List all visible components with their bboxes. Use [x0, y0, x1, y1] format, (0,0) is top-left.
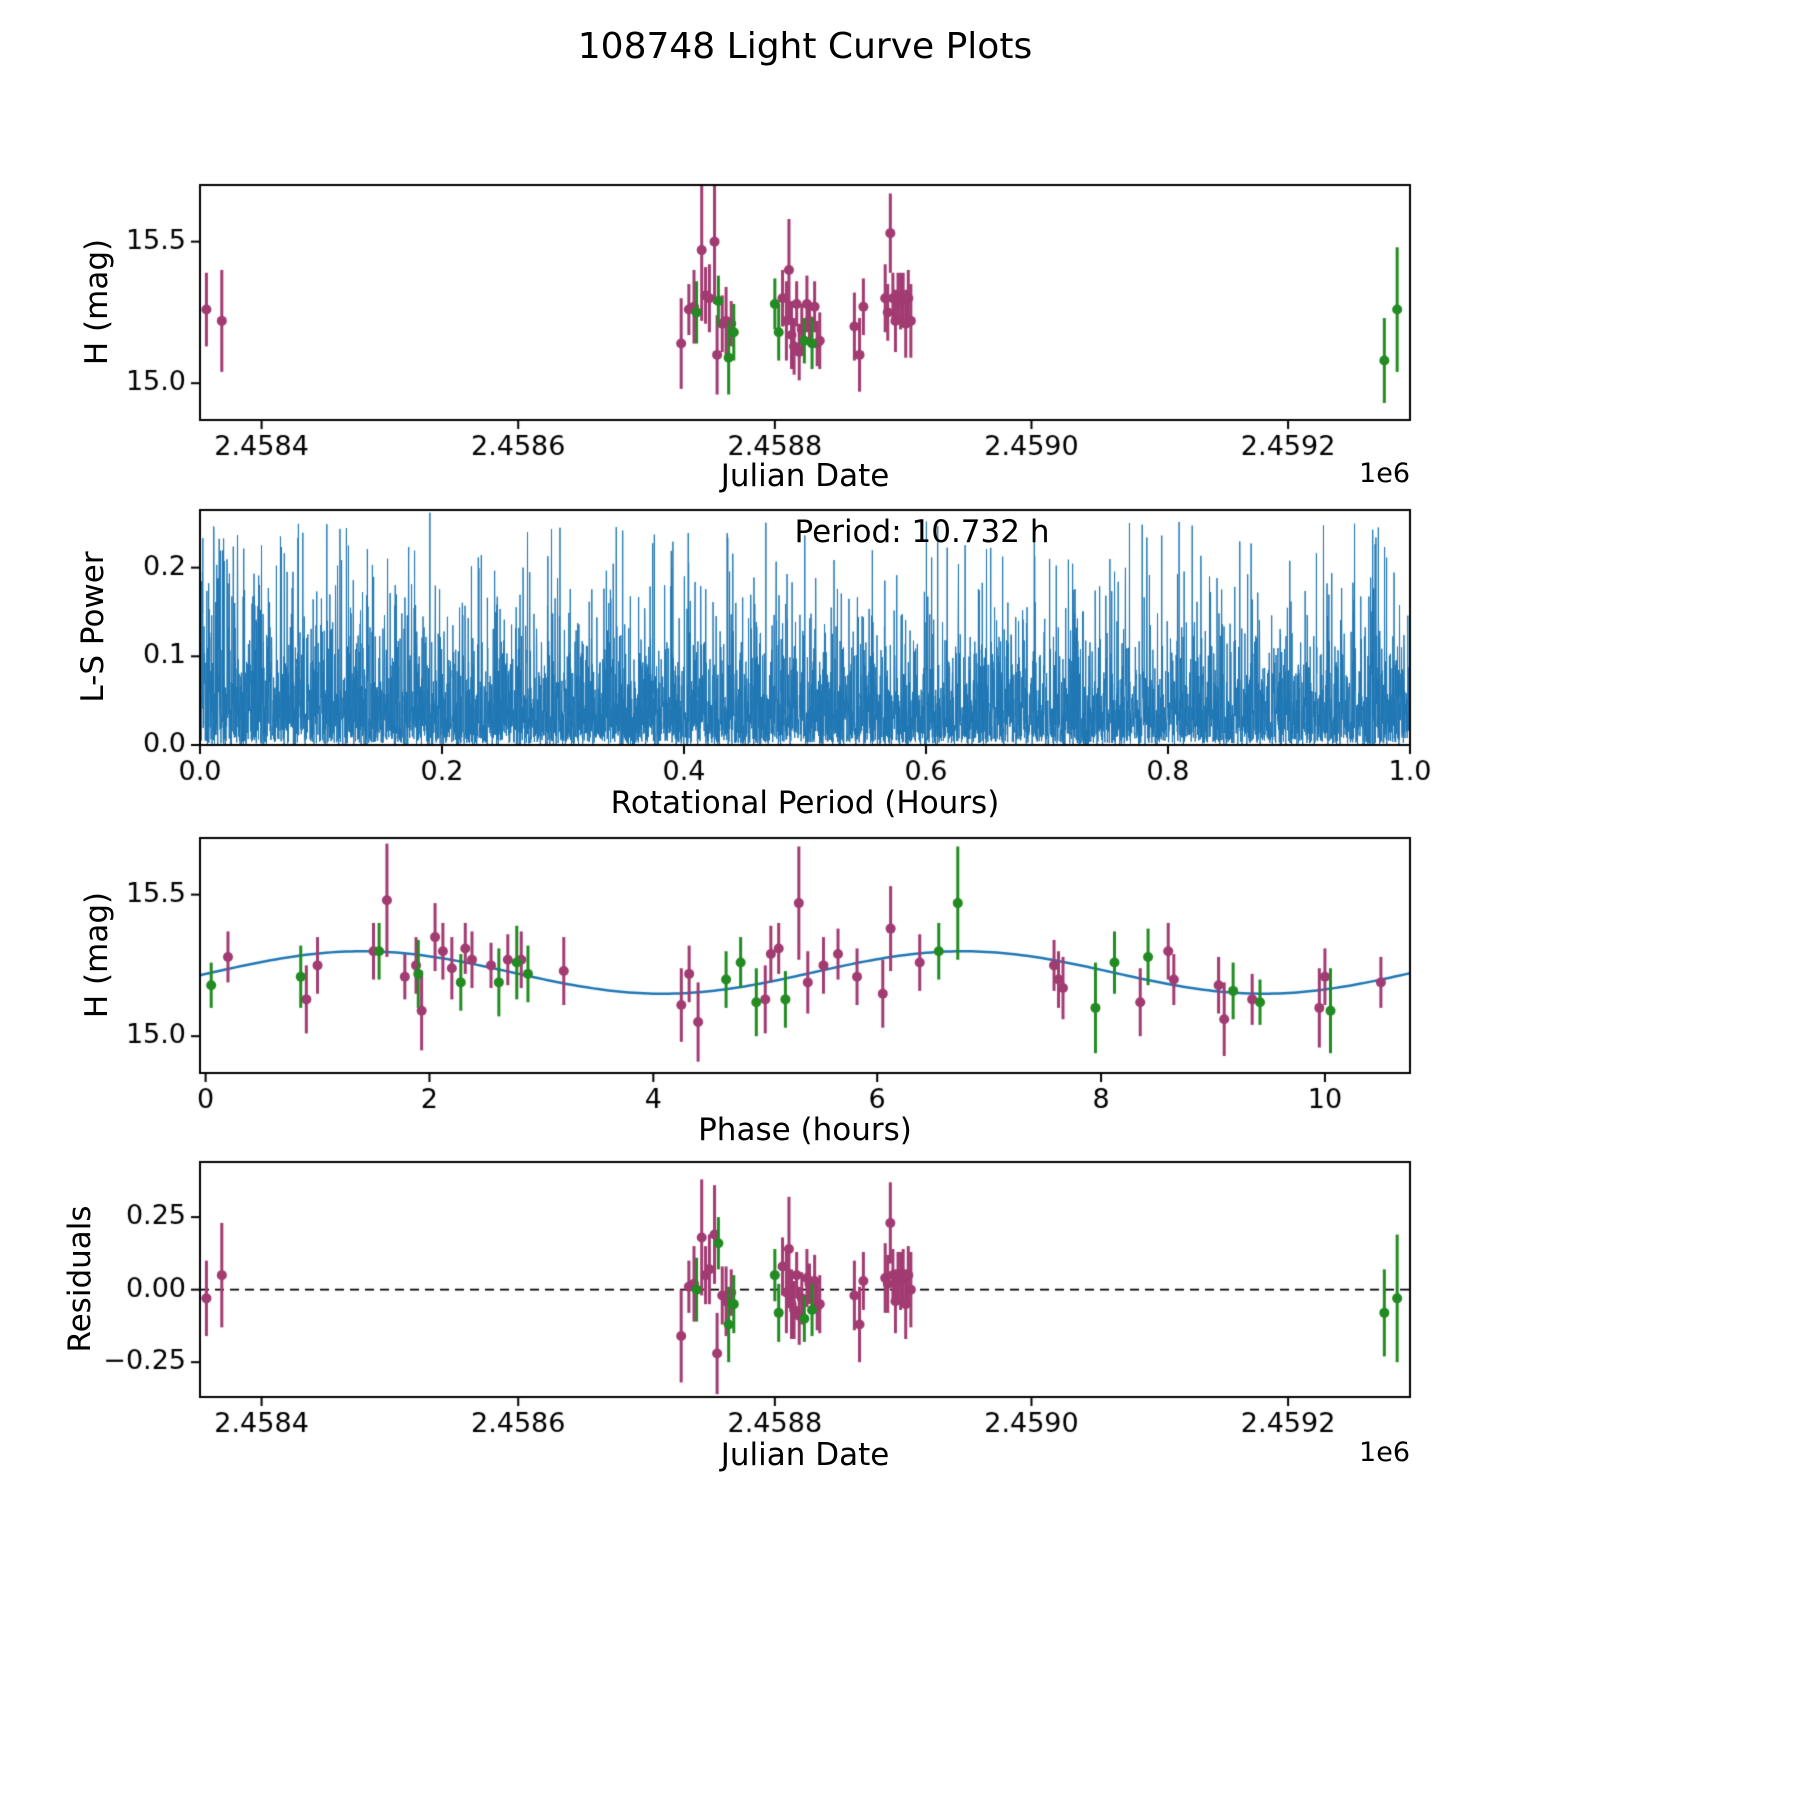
panel1-y-axis-label: H (mag) — [79, 238, 115, 366]
panel4-y-axis-label: Residuals — [62, 1205, 98, 1353]
figure-title: 108748 Light Curve Plots — [577, 26, 1033, 67]
period-annotation: Period: 10.732 h — [794, 514, 1050, 550]
panel3-x-axis-label: Phase (hours) — [698, 1112, 912, 1148]
panel3-y-axis-label: H (mag) — [79, 891, 115, 1019]
panel1-x-axis-label: Julian Date — [720, 458, 890, 494]
panel2-y-axis-label: L-S Power — [75, 551, 111, 703]
panel2-x-axis-label: Rotational Period (Hours) — [610, 785, 1000, 821]
panel4-x-axis-label: Julian Date — [720, 1437, 890, 1473]
panel1-x-offset-label: 1e6 — [1359, 458, 1410, 489]
panel4-x-offset-label: 1e6 — [1359, 1437, 1410, 1468]
